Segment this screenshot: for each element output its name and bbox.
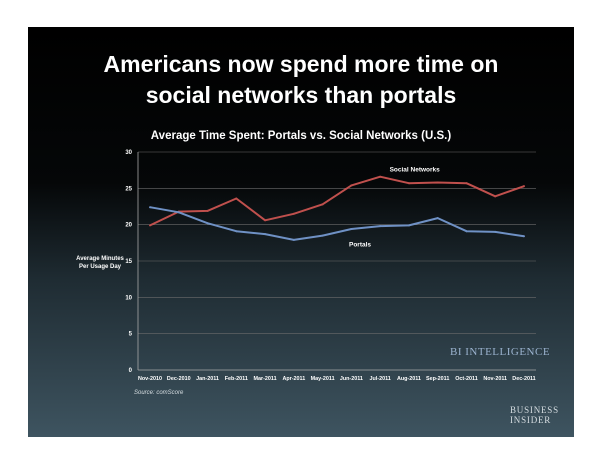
data-point xyxy=(379,175,382,178)
y-tick-label: 15 xyxy=(125,259,132,265)
y-axis-label-line-1: Average Minutes xyxy=(76,256,124,262)
data-point xyxy=(407,182,410,185)
data-point xyxy=(494,230,497,233)
data-point xyxy=(235,230,238,233)
y-tick-label: 0 xyxy=(129,368,133,374)
data-point xyxy=(465,182,468,185)
data-point xyxy=(436,181,439,184)
business-insider-logo: BUSINESS INSIDER xyxy=(510,405,559,425)
data-point xyxy=(149,224,151,227)
headline: Americans now spend more time on social … xyxy=(28,49,574,111)
data-point xyxy=(494,195,497,198)
y-tick-label: 5 xyxy=(129,332,133,338)
slide: Americans now spend more time on social … xyxy=(28,27,574,437)
line-chart: 0 5 10 15 20 25 30 Nov-2010 Dec-2010 Jan-2011 Feb-… xyxy=(125,150,536,382)
x-tick-label: Feb-2011 xyxy=(225,376,248,382)
data-point xyxy=(264,233,267,236)
x-tick-label: Jul-2011 xyxy=(370,376,391,382)
data-point xyxy=(235,197,238,200)
data-point xyxy=(379,225,382,228)
data-point xyxy=(350,184,353,187)
data-point xyxy=(292,212,295,215)
y-axis-label-line-2: Per Usage Day xyxy=(78,264,122,270)
x-tick-label: May-2011 xyxy=(311,376,335,382)
data-point xyxy=(177,211,180,214)
data-point xyxy=(292,238,295,241)
portals-line xyxy=(149,206,525,241)
data-point xyxy=(523,235,525,238)
x-tick-label: Jun-2011 xyxy=(340,376,363,382)
x-tick-label: Mar-2011 xyxy=(254,376,277,382)
x-tick-label: Oct-2011 xyxy=(455,376,477,382)
social-networks-line xyxy=(149,175,525,227)
x-tick-label: Dec-2010 xyxy=(167,376,191,382)
x-tick-label: Nov-2011 xyxy=(483,376,507,382)
bi-intelligence-watermark: BI INTELLIGENCE xyxy=(450,346,551,358)
x-tick-label: Nov-2010 xyxy=(138,376,162,382)
data-point xyxy=(206,209,209,212)
y-axis-label: Average Minutes Per Usage Day xyxy=(60,255,140,271)
y-tick-label: 20 xyxy=(125,223,132,229)
x-tick-label: Jan-2011 xyxy=(196,376,219,382)
y-tick-label: 30 xyxy=(125,150,132,156)
headline-line-2: social networks than portals xyxy=(145,82,457,108)
data-point xyxy=(321,234,324,237)
data-point xyxy=(350,228,353,231)
headline-line-1: Americans now spend more time on xyxy=(103,51,499,77)
data-point xyxy=(407,224,410,227)
data-point xyxy=(321,203,324,206)
social-networks-label: Social Networks xyxy=(390,167,441,174)
logo-line-1: BUSINESS xyxy=(510,405,559,415)
data-point xyxy=(206,222,209,225)
source-note: Source: comScore xyxy=(134,390,184,396)
y-tick-label: 10 xyxy=(125,295,132,301)
chart-title: Average Time Spent: Portals vs. Social N… xyxy=(150,130,452,142)
data-point xyxy=(264,219,267,222)
data-point xyxy=(523,185,525,188)
x-tick-label: Sep-2011 xyxy=(426,376,449,382)
data-point xyxy=(436,217,439,220)
x-tick-label: Aug-2011 xyxy=(397,376,421,382)
y-tick-label: 25 xyxy=(125,186,132,192)
portals-label: Portals xyxy=(349,241,371,248)
x-tick-label: Dec-2011 xyxy=(512,376,535,382)
logo-line-2: INSIDER xyxy=(510,415,552,425)
data-point xyxy=(149,206,151,209)
x-tick-label: Apr-2011 xyxy=(282,376,305,382)
data-point xyxy=(465,230,468,233)
